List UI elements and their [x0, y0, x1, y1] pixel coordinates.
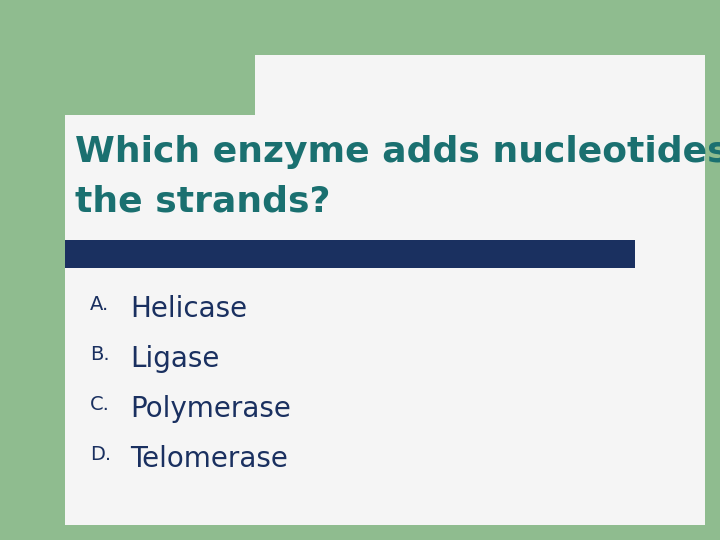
FancyBboxPatch shape: [65, 55, 705, 525]
Text: Ligase: Ligase: [130, 345, 220, 373]
Text: B.: B.: [90, 345, 109, 364]
Text: Polymerase: Polymerase: [130, 395, 291, 423]
Text: D.: D.: [90, 445, 111, 464]
Text: the strands?: the strands?: [75, 185, 330, 219]
Text: Telomerase: Telomerase: [130, 445, 288, 473]
Text: C.: C.: [90, 395, 110, 414]
Text: A.: A.: [90, 295, 109, 314]
Bar: [65, 0, 255, 115]
Bar: [65, 240, 635, 268]
Text: Which enzyme adds nucleotides to: Which enzyme adds nucleotides to: [75, 135, 720, 169]
Text: Helicase: Helicase: [130, 295, 247, 323]
